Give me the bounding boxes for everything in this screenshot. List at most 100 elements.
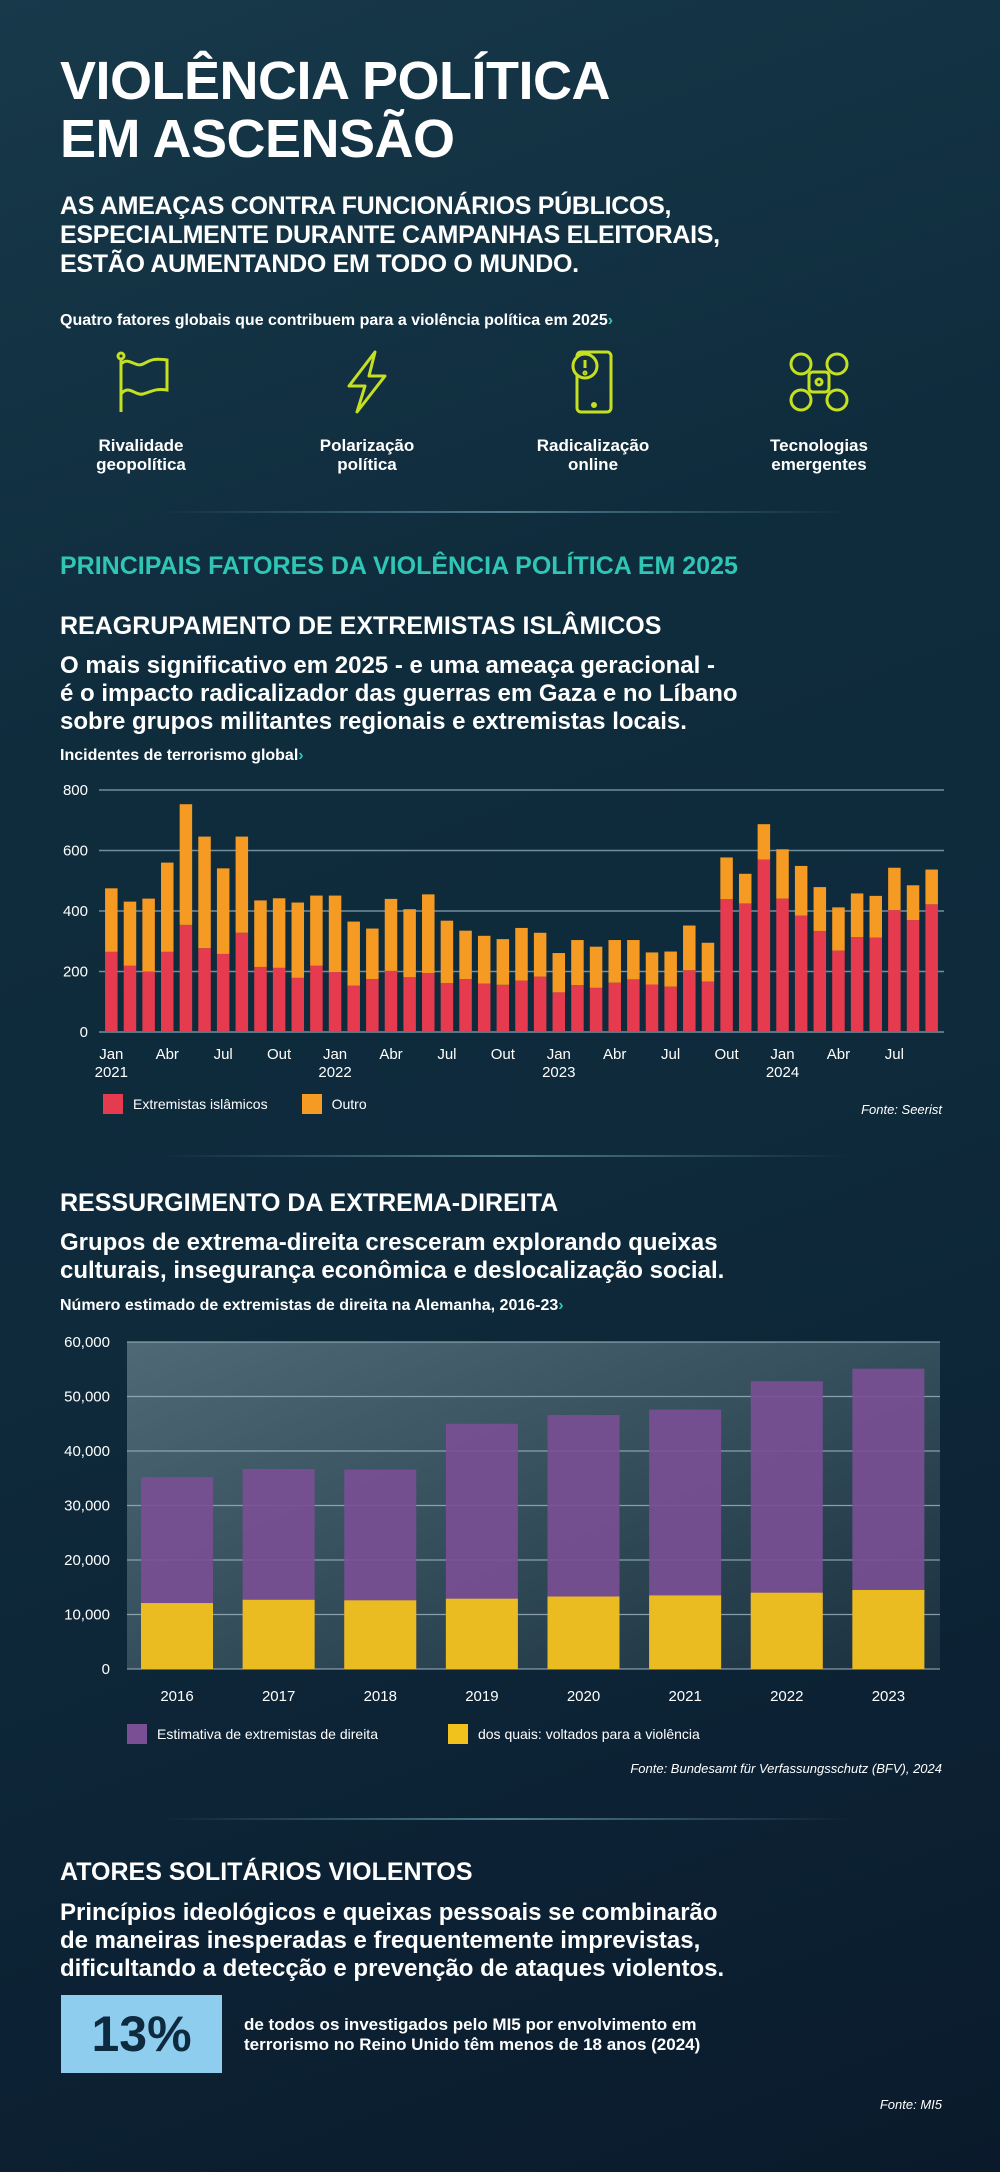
legend-label: Extremistas islâmicos [133,1096,268,1112]
bar-violent [852,1589,925,1669]
bar-islamic [477,983,491,1032]
x-tick-label: Abr [379,1046,402,1063]
bar-other [515,927,528,981]
smartphone-alert-icon [571,350,613,414]
main-heading: PRINCIPAIS FATORES DA VIOLÊNCIA POLÍTICA… [60,552,738,580]
bar-other [701,942,715,982]
subtitle: AS AMEAÇAS CONTRA FUNCIONÁRIOS PÚBLICOS,… [60,192,720,279]
x-tick-label: Jan [770,1046,794,1063]
paragraph-line: Princípios ideológicos e queixas pessoai… [60,1899,718,1926]
x-tick-label: 2021 [668,1688,701,1705]
bar-islamic [105,951,118,1032]
y-tick-label: 0 [80,1024,88,1041]
y-tick-label: 20,000 [64,1552,110,1569]
bar-other [738,873,752,904]
bar-violent [547,1596,620,1669]
bar-other [720,857,733,900]
bar-other [310,895,323,966]
bar-violent [750,1592,823,1669]
x-tick-year: 2024 [766,1064,799,1081]
bar-islamic [869,937,882,1032]
x-tick-label: 2020 [567,1688,600,1705]
bar-islamic [832,950,845,1032]
bar-islamic [664,986,677,1032]
bar-other [664,951,677,987]
bar-other [123,901,137,966]
factor-label: emergentes [771,455,867,474]
chevron-right-icon: › [298,747,304,764]
bar-other [272,898,286,968]
bar-other [832,907,845,951]
bar-other [142,898,155,972]
bar-islamic [272,967,286,1032]
bar-islamic [683,970,696,1032]
stat-line: terrorismo no Reino Unido têm menos de 1… [244,2035,701,2054]
factor-label: Polarização [319,436,415,455]
paragraph-line: sobre grupos militantes regionais e extr… [60,708,687,735]
stat-line: de todos os investigados pelo MI5 por en… [244,2015,697,2034]
bar-islamic [515,980,528,1032]
bar-other [776,849,789,899]
bar-islamic [906,920,920,1032]
bar-other [869,895,882,938]
bar-islamic [198,948,211,1032]
flag-icon [116,351,169,412]
x-tick-label: 2017 [262,1688,295,1705]
bar-islamic [161,951,174,1032]
bar-islamic [254,966,267,1032]
bar-islamic [366,979,379,1032]
bar-other [235,836,249,933]
bar-islamic [589,987,603,1032]
bar-other [850,893,864,938]
drone-icon [789,352,849,412]
bar-other [794,865,808,916]
bar-violent [344,1600,417,1669]
paragraph-line: de maneiras inesperadas e frequentemente… [60,1927,701,1954]
chevron-right-icon: › [558,1297,564,1314]
bar-islamic [850,937,864,1032]
factor-label: Rivalidade [98,436,184,455]
bar-other [422,894,435,974]
bar-other [608,940,621,983]
divider [160,1155,850,1157]
x-tick-label: 2023 [872,1688,905,1705]
bar-islamic [925,904,938,1032]
section-paragraph: Grupos de extrema-direita cresceram expl… [60,1229,960,1285]
x-tick-label: Abr [827,1046,850,1063]
x-tick-year: 2022 [318,1064,351,1081]
section-heading: REAGRUPAMENTO DE EXTREMISTAS ISLÂMICOS [60,612,662,640]
bar-violent [141,1603,213,1669]
x-tick-label: Jan [99,1046,123,1063]
bar-islamic [776,898,789,1032]
legend-label: dos quais: voltados para a violência [477,1726,700,1742]
bar-islamic [533,976,547,1032]
bar-violent [242,1599,315,1669]
bar-islamic [720,899,733,1032]
x-tick-label: Out [491,1046,516,1063]
bar-other [645,952,659,985]
title-line: VIOLÊNCIA POLÍTICA [60,51,611,111]
source-note: Fonte: Bundesamt für Verfassungsschutz (… [630,1761,942,1776]
factors-link[interactable]: Quatro fatores globais que contribuem pa… [60,312,613,330]
bar-islamic [645,984,659,1032]
legend-label: Outro [331,1096,367,1112]
paragraph-line: Grupos de extrema-direita cresceram expl… [60,1229,718,1256]
bar-other [925,869,938,905]
bar-islamic [216,953,230,1032]
factors-label: Quatro fatores globais que contribuem pa… [60,312,608,329]
bar-islamic [459,979,472,1032]
x-tick-label: Abr [603,1046,626,1063]
chart-link[interactable]: Número estimado de extremistas de direit… [60,1297,564,1315]
factor-label: Tecnologias [770,436,868,455]
chart-link[interactable]: Incidentes de terrorismo global› [60,747,304,765]
bar-other [347,921,360,986]
legend-swatch-violent [447,1724,468,1744]
bar-other [198,836,211,949]
y-tick-label: 200 [63,964,88,981]
factor-label: geopolítica [96,455,186,474]
bar-other [627,940,640,980]
y-tick-label: 30,000 [64,1498,110,1515]
bar-islamic [552,992,566,1032]
bar-other [533,932,547,977]
factor-technologies: Tecnologias emergentes [719,350,919,474]
